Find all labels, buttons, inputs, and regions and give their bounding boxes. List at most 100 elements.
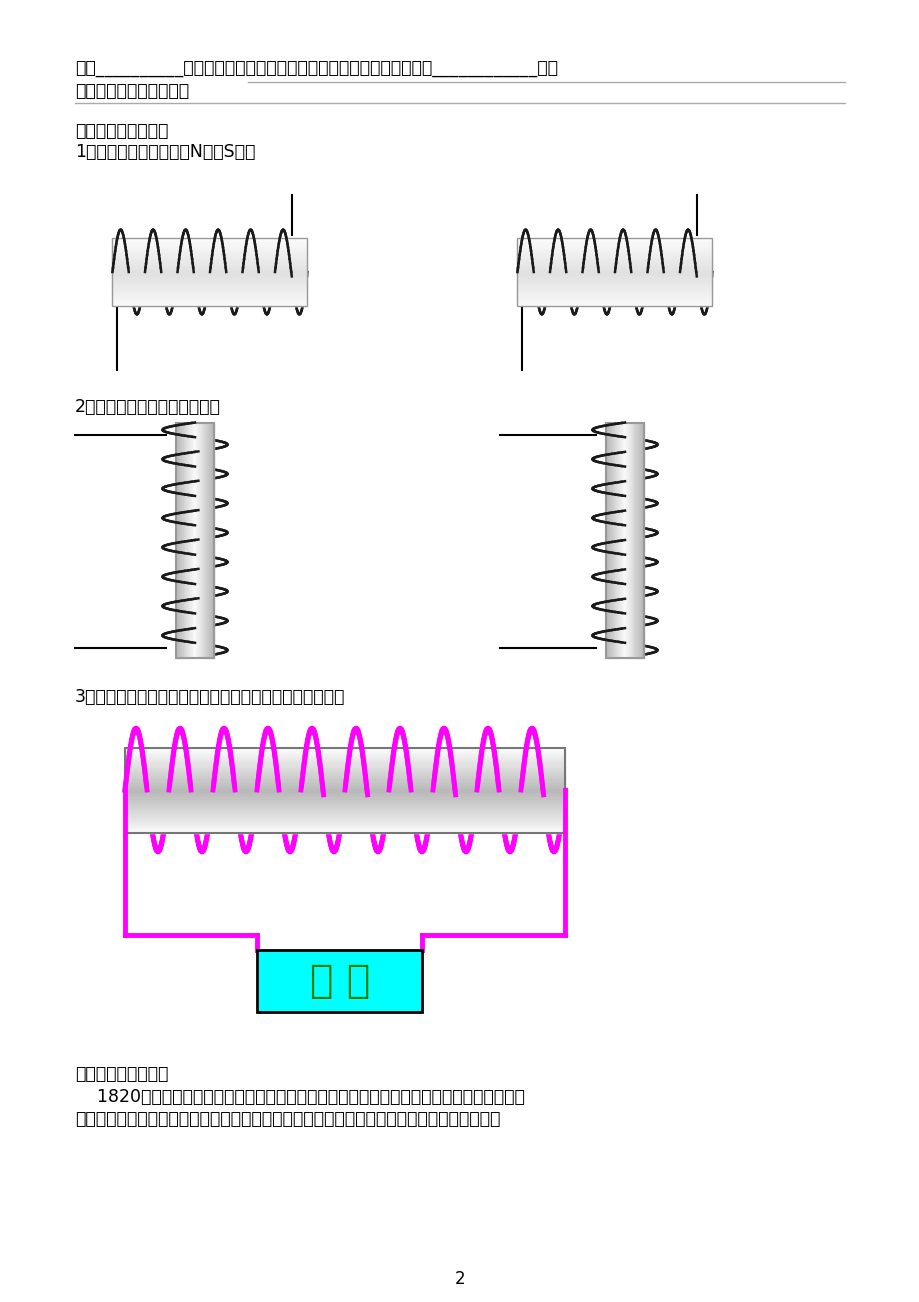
Bar — [125, 750, 564, 751]
Bar — [207, 423, 208, 658]
Bar — [125, 790, 564, 792]
Bar — [516, 305, 711, 306]
Bar — [516, 267, 711, 268]
Bar — [624, 423, 625, 658]
Bar — [631, 423, 632, 658]
Bar — [125, 818, 564, 820]
Bar — [185, 423, 186, 658]
Bar — [613, 423, 614, 658]
Bar — [112, 245, 307, 246]
Bar — [623, 423, 624, 658]
Bar — [516, 262, 711, 263]
Bar — [516, 280, 711, 283]
Bar — [633, 423, 634, 658]
Bar — [112, 276, 307, 277]
Bar — [626, 423, 627, 658]
Bar — [516, 283, 711, 284]
Bar — [112, 279, 307, 280]
Bar — [516, 293, 711, 294]
Bar — [125, 747, 564, 832]
Bar — [112, 284, 307, 285]
Bar — [125, 751, 564, 754]
Bar — [617, 423, 618, 658]
Bar — [642, 423, 643, 658]
Bar — [195, 423, 196, 658]
Bar — [198, 423, 199, 658]
Bar — [112, 258, 307, 260]
Bar — [183, 423, 184, 658]
Bar — [516, 279, 711, 280]
Bar — [125, 777, 564, 780]
Bar — [125, 780, 564, 781]
Bar — [189, 423, 190, 658]
Bar — [125, 828, 564, 831]
Bar — [516, 255, 711, 256]
Bar — [125, 815, 564, 818]
Bar — [125, 824, 564, 827]
Bar — [516, 288, 711, 289]
Bar — [625, 423, 626, 658]
Bar — [516, 273, 711, 276]
Bar — [516, 254, 711, 255]
Bar — [180, 423, 182, 658]
Bar — [607, 423, 608, 658]
Bar — [125, 758, 564, 760]
Bar — [197, 423, 198, 658]
Bar — [639, 423, 640, 658]
Bar — [112, 290, 307, 293]
Bar — [611, 423, 612, 658]
Bar — [184, 423, 185, 658]
Bar — [516, 272, 711, 273]
Bar — [125, 792, 564, 794]
Bar — [125, 814, 564, 815]
Bar — [112, 256, 307, 258]
Bar — [125, 801, 564, 803]
Bar — [125, 794, 564, 797]
Bar — [193, 423, 194, 658]
Bar — [516, 301, 711, 302]
Bar — [125, 803, 564, 805]
Bar — [516, 238, 711, 306]
Bar — [612, 423, 613, 658]
Bar — [177, 423, 178, 658]
Bar — [112, 267, 307, 268]
Bar — [125, 754, 564, 756]
Bar — [203, 423, 204, 658]
Text: 1820年，安培在科学院的例会上做了一个小实验引起到会的科学家的兴趣：把螺线管水平: 1820年，安培在科学院的例会上做了一个小实验引起到会的科学家的兴趣：把螺线管水… — [75, 1088, 525, 1105]
Bar — [201, 423, 202, 658]
Bar — [516, 294, 711, 296]
Bar — [176, 423, 214, 658]
Bar — [204, 423, 205, 658]
Bar — [112, 288, 307, 289]
Bar — [616, 423, 617, 658]
Bar — [125, 767, 564, 768]
Bar — [112, 305, 307, 306]
Bar — [112, 289, 307, 290]
Bar — [112, 268, 307, 271]
Bar — [621, 423, 622, 658]
Bar — [516, 284, 711, 285]
Bar — [636, 423, 637, 658]
Bar — [112, 301, 307, 302]
Bar — [112, 271, 307, 272]
Bar — [125, 805, 564, 807]
Bar — [112, 238, 307, 240]
Bar — [608, 423, 609, 658]
Bar — [620, 423, 621, 658]
Bar — [112, 280, 307, 283]
Bar — [516, 246, 711, 249]
Bar — [516, 263, 711, 266]
Bar — [516, 241, 711, 243]
Text: 3．根据小磁针静止时指针的指向，判断出电源的正负极。: 3．根据小磁针静止时指针的指向，判断出电源的正负极。 — [75, 687, 345, 706]
Bar — [125, 788, 564, 790]
Bar — [516, 238, 711, 240]
Bar — [125, 798, 564, 801]
Bar — [194, 423, 195, 658]
Text: 1．判断下面螺线管中的N极和S极：: 1．判断下面螺线管中的N极和S极： — [75, 143, 255, 161]
Bar — [516, 289, 711, 290]
Bar — [516, 271, 711, 272]
Bar — [516, 302, 711, 305]
Bar — [112, 260, 307, 262]
Bar — [640, 423, 641, 658]
Bar — [182, 423, 183, 658]
